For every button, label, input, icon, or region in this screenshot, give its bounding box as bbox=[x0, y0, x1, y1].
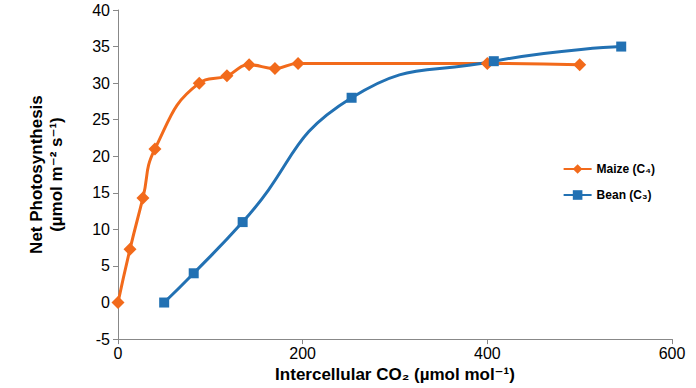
svg-text:600: 600 bbox=[659, 345, 686, 362]
svg-text:Intercellular CO₂ (µmol mol⁻¹): Intercellular CO₂ (µmol mol⁻¹) bbox=[275, 365, 515, 384]
svg-text:(µmol m⁻² s⁻¹): (µmol m⁻² s⁻¹) bbox=[47, 117, 66, 232]
svg-text:Bean (C₃): Bean (C₃) bbox=[597, 188, 652, 202]
svg-text:Maize (C₄): Maize (C₄) bbox=[597, 162, 655, 176]
svg-text:200: 200 bbox=[289, 345, 316, 362]
svg-text:40: 40 bbox=[92, 2, 110, 19]
svg-text:10: 10 bbox=[92, 221, 110, 238]
svg-text:25: 25 bbox=[92, 111, 110, 128]
svg-text:35: 35 bbox=[92, 38, 110, 55]
svg-text:0: 0 bbox=[101, 294, 110, 311]
svg-text:20: 20 bbox=[92, 148, 110, 165]
svg-text:30: 30 bbox=[92, 75, 110, 92]
svg-text:400: 400 bbox=[474, 345, 501, 362]
svg-text:15: 15 bbox=[92, 184, 110, 201]
svg-text:0: 0 bbox=[114, 345, 123, 362]
svg-text:5: 5 bbox=[101, 257, 110, 274]
svg-text:Net Photosynthesis: Net Photosynthesis bbox=[27, 95, 46, 254]
svg-text:-5: -5 bbox=[96, 331, 110, 348]
